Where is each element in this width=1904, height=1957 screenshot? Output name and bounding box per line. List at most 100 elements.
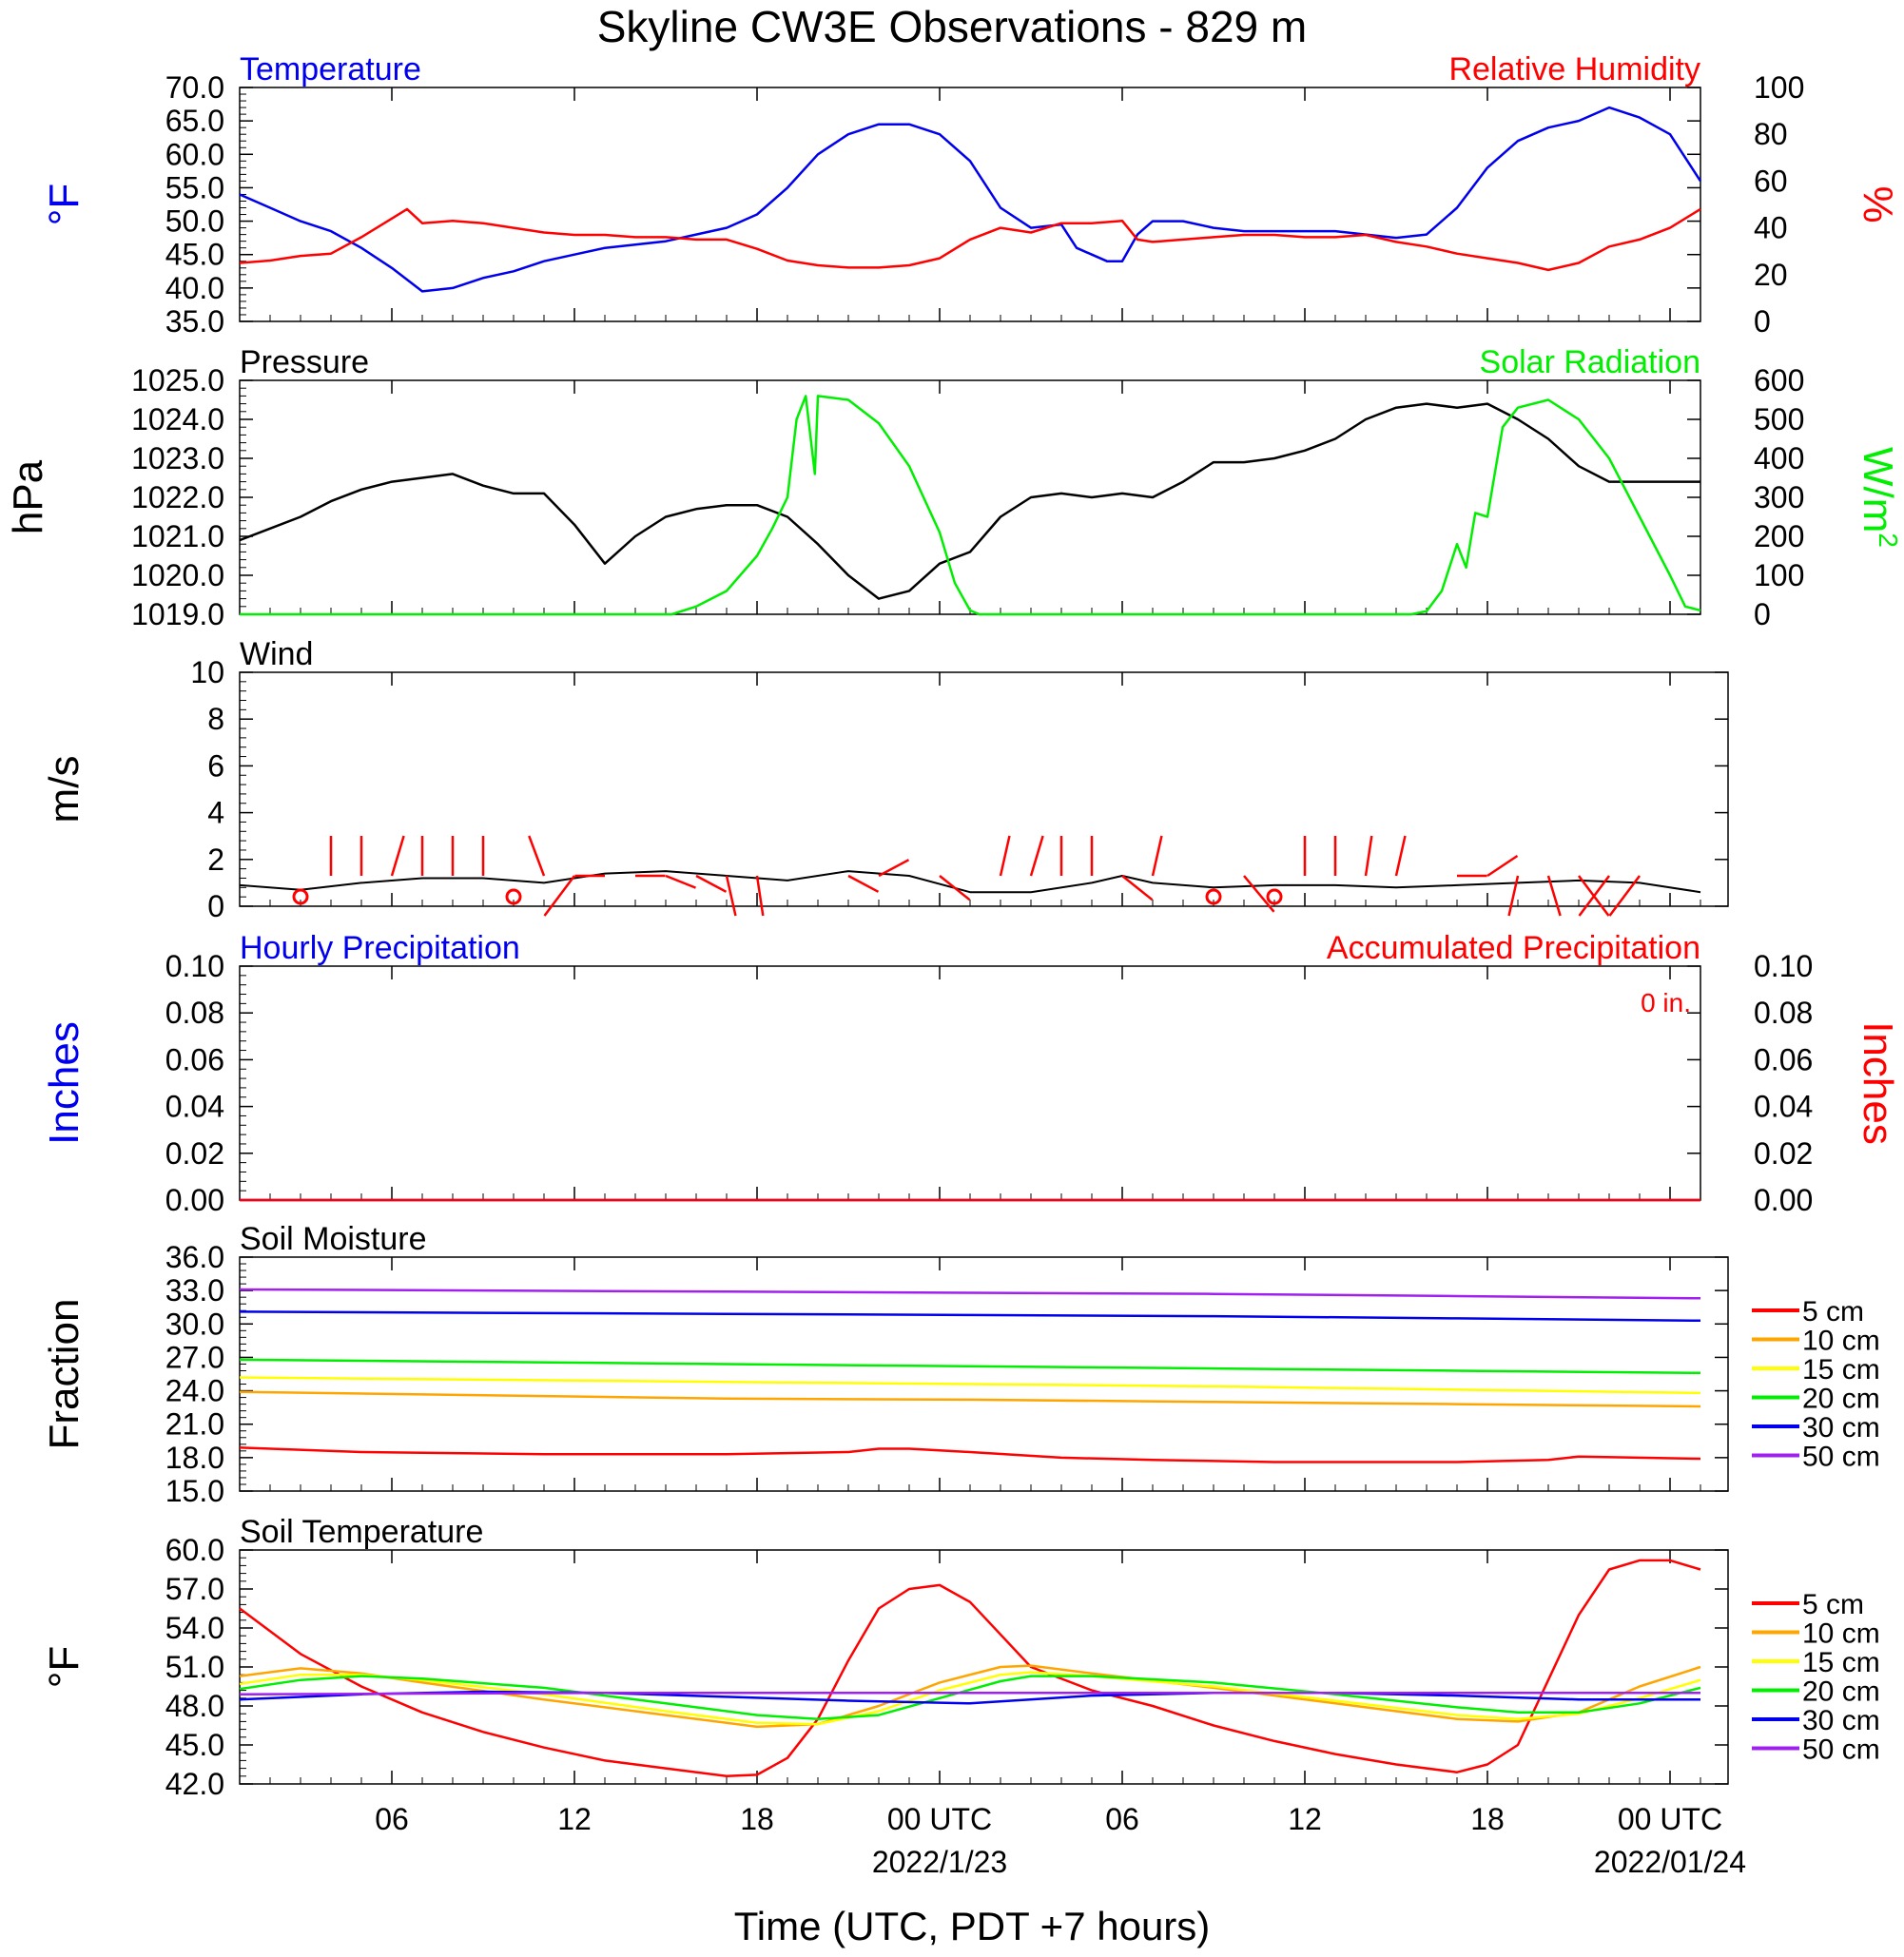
wind-barb xyxy=(665,874,696,889)
x-tick-label: 06 xyxy=(375,1802,409,1836)
x-tick-date-label: 2022/01/24 xyxy=(1594,1845,1746,1879)
y-tick-label: 36.0 xyxy=(165,1240,224,1274)
wind-barb xyxy=(390,835,405,877)
wind-barb xyxy=(1151,835,1163,877)
y-tick-label: 60.0 xyxy=(165,137,224,171)
calm-wind-marker xyxy=(1205,888,1222,905)
time-axis: 06 12 18 00 UTC 2022/1/23 06 12 18 00 UTC 2022/01… xyxy=(375,1802,1746,1879)
y-tick-label: 0 xyxy=(207,889,224,923)
y-tick-label: 45.0 xyxy=(165,238,224,272)
y2-tick-label: 60 xyxy=(1754,164,1788,198)
calm-wind-marker xyxy=(292,888,309,905)
series-line-5-cm xyxy=(239,1559,1701,1778)
y-tick-label: 1023.0 xyxy=(131,441,224,475)
y-tick-label: 6 xyxy=(207,748,224,783)
y-tick-label: 65.0 xyxy=(165,104,224,138)
legend-label: 5 cm xyxy=(1802,1589,1864,1620)
panel-right-title: Relative Humidity xyxy=(1448,51,1700,87)
y2-axis-label: % xyxy=(1855,185,1901,223)
y-tick-label: 42.0 xyxy=(165,1767,224,1801)
legend-label: 50 cm xyxy=(1802,1734,1880,1766)
figure-title: Skyline CW3E Observations - 829 m xyxy=(597,2,1308,51)
y2-tick-label: 100 xyxy=(1754,70,1804,105)
y2-tick-label: 200 xyxy=(1754,519,1804,553)
y2-tick-label: 600 xyxy=(1754,363,1804,397)
wind-barb xyxy=(543,875,575,917)
wind-barb xyxy=(1364,835,1373,877)
y-tick-label: 1021.0 xyxy=(131,519,224,553)
y-tick-label: 1019.0 xyxy=(131,597,224,631)
series-line-0 xyxy=(239,870,1701,894)
y-axis-label: Inches xyxy=(41,1021,87,1145)
y-tick-label: 54.0 xyxy=(165,1611,224,1645)
y2-axis-label: W/m2 xyxy=(1855,447,1903,548)
legend-label: 20 cm xyxy=(1802,1384,1880,1415)
y-tick-label: 70.0 xyxy=(165,70,224,105)
legend-label: 20 cm xyxy=(1802,1676,1880,1708)
y-tick-label: 21.0 xyxy=(165,1407,224,1442)
y-tick-label: 24.0 xyxy=(165,1374,224,1408)
wind-barb xyxy=(1394,835,1407,877)
y2-tick-label: 500 xyxy=(1754,402,1804,436)
x-tick-label: 00 UTC xyxy=(1618,1802,1722,1836)
wind-barb xyxy=(847,874,880,893)
plot-frame xyxy=(239,1549,1729,1785)
wind-barb xyxy=(939,875,971,901)
y-tick-label: 35.0 xyxy=(165,304,224,339)
y-tick-label: 1024.0 xyxy=(131,402,224,436)
panel-left-title: Wind xyxy=(240,636,313,672)
panel-left-title: Soil Temperature xyxy=(240,1514,483,1550)
x-tick-label: 12 xyxy=(1288,1802,1322,1836)
accumulated-total: 0 in. xyxy=(1641,988,1691,1017)
y-tick-label: 1022.0 xyxy=(131,480,224,514)
wind-barb xyxy=(1507,875,1520,917)
y2-tick-label: 300 xyxy=(1754,480,1804,514)
plot-frame xyxy=(239,379,1701,615)
y2-tick-label: 400 xyxy=(1754,441,1804,475)
plot-frame xyxy=(239,671,1729,907)
x-tick-label: 18 xyxy=(1470,1802,1505,1836)
y-tick-label: 0.10 xyxy=(165,949,224,983)
y2-tick-label: 100 xyxy=(1754,558,1804,592)
wind-barb xyxy=(1608,875,1641,917)
y-tick-label: 57.0 xyxy=(165,1572,224,1606)
y2-tick-label: 0 xyxy=(1754,304,1771,339)
plot-frame xyxy=(239,965,1701,1201)
x-tick-label: 12 xyxy=(557,1802,592,1836)
series-line-30-cm xyxy=(239,1690,1700,1705)
plot-frame xyxy=(239,1256,1729,1492)
legend-label: 10 cm xyxy=(1802,1618,1880,1650)
y-tick-label: 10 xyxy=(190,655,224,689)
y2-tick-label: 80 xyxy=(1754,117,1788,151)
wind-barb xyxy=(1121,875,1154,901)
y2-axis-label: Inches xyxy=(1855,1021,1901,1145)
chart-panels: 35.040.045.050.055.060.065.070.002040608… xyxy=(5,51,1903,1801)
legend-label: 30 cm xyxy=(1802,1412,1880,1444)
y2-tick-label: 0.04 xyxy=(1754,1090,1813,1124)
panel-precip: 0.00 0.02 0.04 0.06 0.08 0.10 0.00 0.02 0.04 0.06… xyxy=(41,930,1901,1217)
y2-tick-label: 0.10 xyxy=(1754,949,1813,983)
y-axis-label: hPa xyxy=(5,459,51,534)
panel-temp_rh: 35.040.045.050.055.060.065.070.0 0 20 40 60 8… xyxy=(41,51,1901,339)
series-line-20-cm xyxy=(239,1358,1701,1375)
y-tick-label: 0.02 xyxy=(165,1136,224,1171)
y-tick-label: 40.0 xyxy=(165,271,224,305)
series-line-5-cm xyxy=(239,1446,1701,1463)
series-line-1 xyxy=(239,207,1701,272)
panel-right-title: Accumulated Precipitation xyxy=(1327,930,1700,966)
panel-left-title: Soil Moisture xyxy=(240,1221,427,1257)
series-line-1 xyxy=(240,395,1701,616)
y-tick-label: 4 xyxy=(207,796,224,830)
y-tick-label: 2 xyxy=(207,843,224,877)
y-tick-label: 33.0 xyxy=(165,1273,224,1308)
y-tick-label: 0.04 xyxy=(165,1090,224,1124)
legend-label: 15 cm xyxy=(1802,1354,1880,1385)
y2-tick-label: 0.06 xyxy=(1754,1042,1813,1076)
y-axis-label: °F xyxy=(41,1646,87,1688)
series-line-15-cm xyxy=(239,1671,1701,1726)
y2-tick-label: 0 xyxy=(1754,597,1771,631)
wind-barb xyxy=(528,835,546,877)
series-line-15-cm xyxy=(239,1376,1701,1395)
panel-left-title: Pressure xyxy=(240,344,369,380)
